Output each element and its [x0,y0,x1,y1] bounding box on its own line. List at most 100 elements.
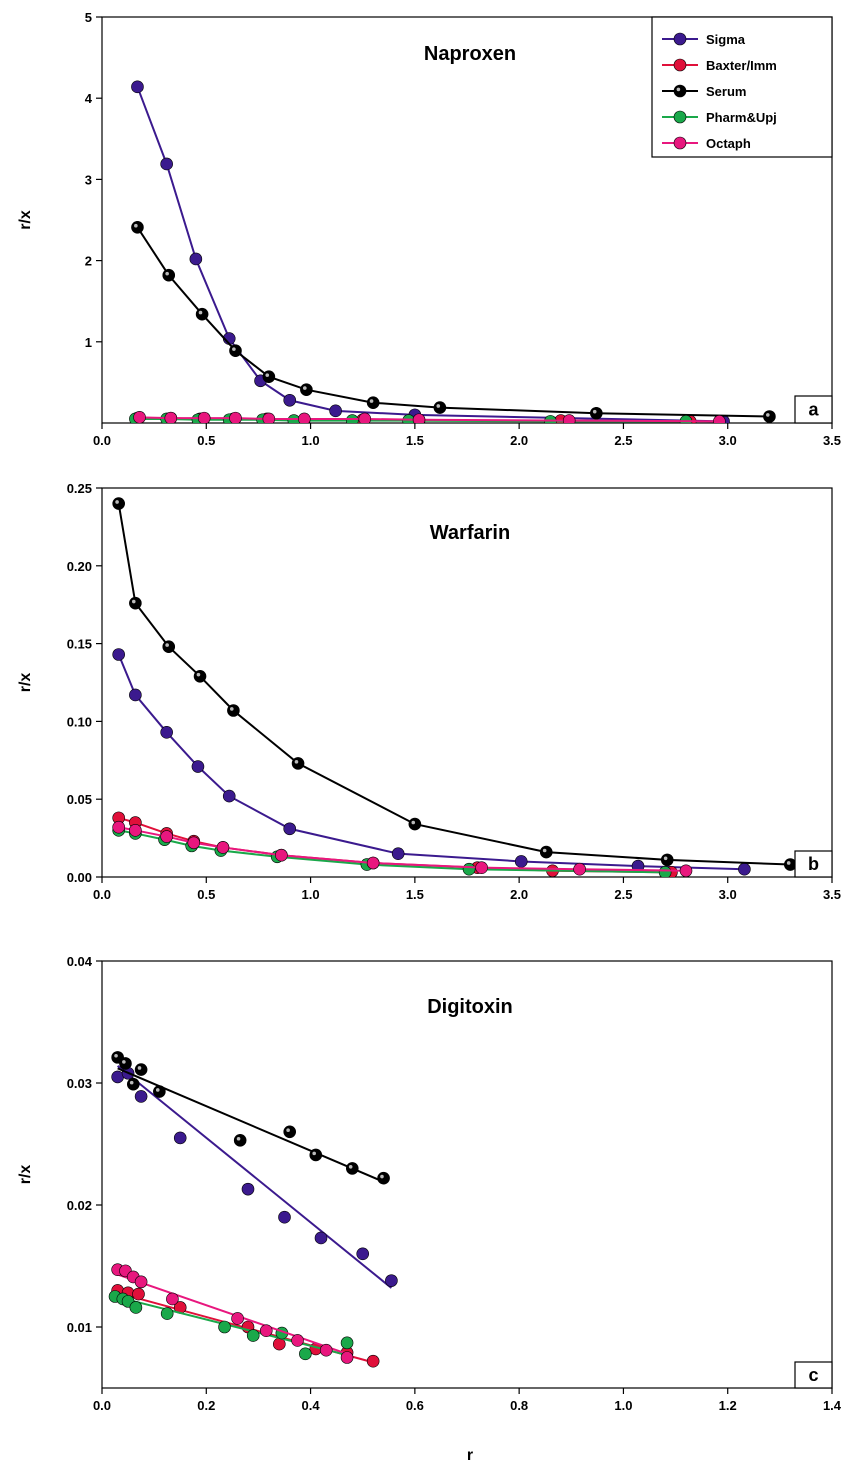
data-point [129,824,142,837]
fit-line [117,1067,384,1183]
x-tick-label: 1.0 [302,433,320,448]
data-point-highlight [592,409,597,414]
data-point [309,1148,323,1162]
data-point [562,414,576,423]
series-octaph [111,1263,354,1364]
data-point [319,1343,333,1357]
series-serum [131,221,776,423]
data-point [278,1210,291,1224]
series-line [117,654,745,871]
data-point [763,410,776,423]
y-tick-label: 3 [85,172,92,187]
x-tick-label: 0.8 [510,1398,528,1413]
data-point [340,1351,354,1364]
data-point-highlight [436,404,441,408]
chart-title: Warfarin [430,522,510,544]
legend-entry: Pharm&Upj [662,110,777,125]
y-tick-label: 0.03 [67,1076,92,1091]
data-point [539,845,553,859]
y-tick-label: 5 [85,10,92,25]
y-tick-label: 0.00 [67,870,92,885]
x-tick-label: 1.2 [719,1398,737,1413]
data-point [291,1334,304,1347]
data-point [283,393,297,407]
data-point [366,396,380,410]
data-point [590,406,603,420]
plot-area [129,80,776,423]
data-point [134,1275,148,1289]
y-tick-label: 2 [85,254,92,269]
legend: Sigma Baxter/Imm Serum Pharm&Upj Octaph [651,16,833,158]
data-point [112,497,125,510]
series-sigma [131,80,730,423]
y-tick-label: 0.01 [67,1320,92,1335]
series-sigma [111,1065,398,1289]
legend-label: Octaph [706,136,751,151]
data-point-highlight [196,672,201,677]
x-tick-label: 1.5 [406,433,424,448]
data-point [660,853,674,867]
x-tick-label: 1.0 [614,1398,632,1413]
chart-title: Digitoxin [427,996,513,1018]
x-tick-label: 3.5 [823,433,841,448]
data-point [160,725,173,739]
fit-line [114,1295,348,1357]
panel-label-box [794,1361,833,1389]
y-tick-label: 1 [85,335,92,350]
legend-entry: Baxter/Imm [662,58,777,73]
data-point-highlight [165,271,169,276]
series-line [136,226,770,418]
data-point [164,411,178,423]
x-tick-label: 0.0 [93,1398,111,1413]
data-point [291,757,305,770]
data-point [132,1287,145,1301]
y-axis-label: r/x [17,673,34,693]
data-point [314,1231,328,1245]
data-point [133,411,146,423]
data-point [475,861,488,874]
legend-marker [673,58,687,72]
series-sigma [112,648,751,876]
data-point-highlight [129,1080,134,1085]
data-point [262,370,276,384]
legend-marker [673,84,687,98]
data-point [231,1312,244,1325]
series-pharm-upj [108,1290,354,1361]
data-point [299,1347,312,1361]
legend-label: Pharm&Upj [706,110,777,125]
data-point-highlight [134,223,138,228]
data-point-highlight [294,760,299,764]
data-point-highlight [122,1060,126,1064]
data-point [227,704,240,717]
panel-label: a [808,400,819,420]
series-octaph [133,411,726,423]
x-tick-label: 3.5 [823,887,841,902]
y-tick-label: 0.25 [67,481,92,496]
data-point-highlight [286,1128,290,1132]
data-point-highlight [663,856,668,861]
series-octaph [112,820,693,877]
data-point-highlight [230,707,234,711]
chart-title: Naproxen [424,43,516,65]
panel-label-box [794,850,833,878]
data-point-highlight [114,1053,118,1058]
data-point [356,1247,370,1261]
legend-label: Serum [706,84,746,99]
data-point [391,847,405,860]
data-point [129,596,142,610]
data-point [160,830,173,843]
legend-marker [673,136,687,150]
legend-entry: Octaph [662,136,751,151]
series-line [117,503,791,866]
data-point [385,1274,398,1287]
plot-frame [101,487,833,878]
data-point [191,760,205,773]
data-point [134,1063,148,1076]
data-point [131,221,144,234]
y-tick-label: 0.02 [67,1198,92,1213]
legend-label: Baxter/Imm [706,58,777,73]
data-point [713,415,726,423]
data-point [112,820,125,834]
data-point [679,864,693,877]
legend-marker-highlight [676,87,681,92]
